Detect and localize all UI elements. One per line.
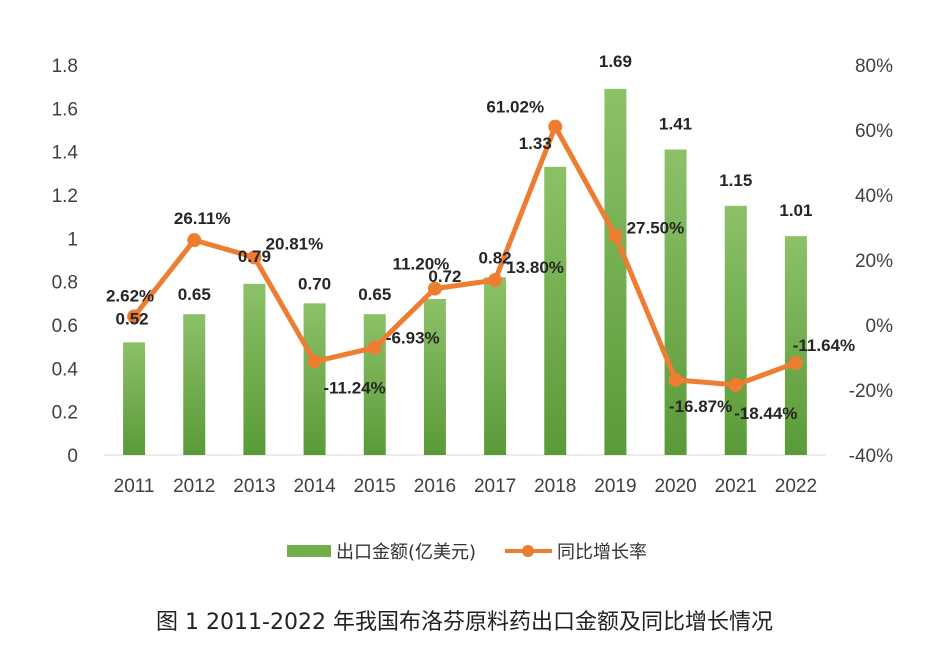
- point-2017: [488, 273, 503, 288]
- bar-label-2022: 1.01: [779, 201, 812, 220]
- bar-2017: [484, 277, 507, 455]
- bar-label-2013: 0.79: [238, 247, 271, 266]
- point-2011: [127, 309, 142, 324]
- line-series: [127, 119, 803, 392]
- point-2019: [608, 228, 623, 243]
- left-axis-tick: 1.4: [52, 143, 79, 164]
- x-tick-2020: 2020: [654, 476, 696, 497]
- bar-label-2021: 1.15: [719, 171, 752, 190]
- pct-label-2016: 11.20%: [393, 255, 450, 274]
- point-2020: [668, 372, 683, 387]
- left-axis-tick: 0.8: [52, 273, 78, 294]
- x-tick-2014: 2014: [293, 476, 336, 497]
- bar-label-2018: 1.33: [519, 134, 552, 153]
- x-tick-2013: 2013: [233, 476, 275, 497]
- x-tick-2018: 2018: [534, 476, 576, 497]
- x-tick-2012: 2012: [173, 476, 215, 497]
- bar-label-2012: 0.65: [178, 285, 211, 304]
- figure-caption: 图 1 2011-2022 年我国布洛芬原料药出口金额及同比增长情况: [156, 610, 773, 635]
- point-2012: [187, 233, 202, 248]
- legend-line-marker: [522, 545, 534, 557]
- bar-2022: [784, 236, 807, 455]
- bar-label-2019: 1.69: [599, 52, 632, 71]
- chart: 0 0.2 0.4 0.6 0.8 1 1.2 1.4 1.6 1.8 -40% -20% 0% 20%…: [52, 52, 894, 563]
- pct-label-2020: -16.87%: [669, 397, 732, 416]
- left-axis-tick: 1: [67, 229, 78, 250]
- bar-2012: [183, 314, 206, 455]
- x-axis-ticks: 2011 2012 2013 2014 2015 2016 2017 2018 2019 2020…: [114, 476, 817, 497]
- bar-label-2015: 0.65: [358, 285, 391, 304]
- right-y-axis: -40% -20% 0% 20% 40% 60% 80%: [849, 56, 893, 467]
- bar-2018: [544, 166, 567, 456]
- bar-2021: [724, 205, 747, 455]
- left-axis-tick: 0: [67, 446, 78, 467]
- x-tick-2019: 2019: [594, 476, 636, 497]
- point-2021: [728, 377, 743, 392]
- right-axis-tick: -40%: [849, 446, 893, 467]
- point-2018: [548, 119, 563, 134]
- pct-label-2011: 2.62%: [106, 286, 154, 305]
- legend: 出口金额(亿美元) 同比增长率: [287, 542, 647, 563]
- x-tick-2021: 2021: [715, 476, 757, 497]
- bar-label-2017: 0.82: [479, 248, 512, 267]
- bar-2016: [423, 299, 446, 455]
- bar-label-2014: 0.70: [298, 274, 331, 293]
- x-tick-2022: 2022: [775, 476, 817, 497]
- point-2013: [247, 250, 262, 265]
- left-axis-tick: 1.2: [52, 186, 78, 207]
- left-axis-tick: 0.4: [52, 359, 79, 380]
- left-axis-tick: 1.6: [52, 99, 78, 120]
- legend-bar-label: 出口金额(亿美元): [336, 542, 476, 563]
- bar-2019: [604, 88, 627, 455]
- bar-2011: [123, 342, 146, 455]
- bar-label-2020: 1.41: [659, 115, 692, 134]
- bar-label-2016: 0.72: [428, 267, 461, 286]
- bar-data-labels: 0.52 0.65 0.79 0.70 0.65 0.72 0.82 1.33 1.69 1.41…: [116, 52, 813, 329]
- right-axis-tick: 20%: [855, 251, 893, 272]
- pct-label-2014: -11.24%: [323, 379, 385, 398]
- legend-line-label: 同比增长率: [557, 542, 647, 563]
- growth-rate-line: [132, 124, 797, 388]
- bar-2014: [303, 303, 326, 455]
- pct-label-2019: 27.50%: [627, 219, 685, 238]
- pct-label-2017: 13.80%: [506, 258, 564, 277]
- right-axis-tick: 80%: [855, 56, 893, 77]
- right-axis-tick: 40%: [855, 186, 893, 207]
- bar-2013: [243, 283, 266, 455]
- x-tick-2017: 2017: [474, 476, 516, 497]
- x-tick-2016: 2016: [414, 476, 456, 497]
- pct-label-2013: 20.81%: [266, 234, 324, 253]
- pct-label-2012: 26.11%: [174, 209, 231, 228]
- line-data-labels: 2.62% 26.11% 20.81% -11.24% -6.93% 11.20% 13.8…: [106, 98, 855, 423]
- bar-label-2011: 0.52: [116, 309, 149, 328]
- left-axis-tick: 1.8: [52, 56, 78, 77]
- point-2015: [367, 340, 382, 355]
- pct-label-2018: 61.02%: [486, 98, 544, 117]
- point-2016: [427, 281, 442, 296]
- pct-label-2022: -11.64%: [793, 336, 855, 355]
- right-axis-tick: 0%: [866, 316, 894, 337]
- point-2014: [307, 354, 322, 369]
- left-axis-tick: 0.2: [52, 403, 78, 424]
- right-axis-tick: 60%: [855, 121, 893, 142]
- x-tick-2011: 2011: [114, 476, 155, 497]
- pct-label-2015: -6.93%: [386, 329, 440, 348]
- pct-label-2021: -18.44%: [734, 404, 797, 423]
- point-2022: [788, 355, 803, 370]
- right-axis-tick: -20%: [849, 381, 893, 402]
- x-tick-2015: 2015: [354, 476, 396, 497]
- legend-bar-swatch: [287, 545, 331, 557]
- left-y-axis: 0 0.2 0.4 0.6 0.8 1 1.2 1.4 1.6 1.8: [52, 56, 79, 467]
- left-axis-tick: 0.6: [52, 316, 78, 337]
